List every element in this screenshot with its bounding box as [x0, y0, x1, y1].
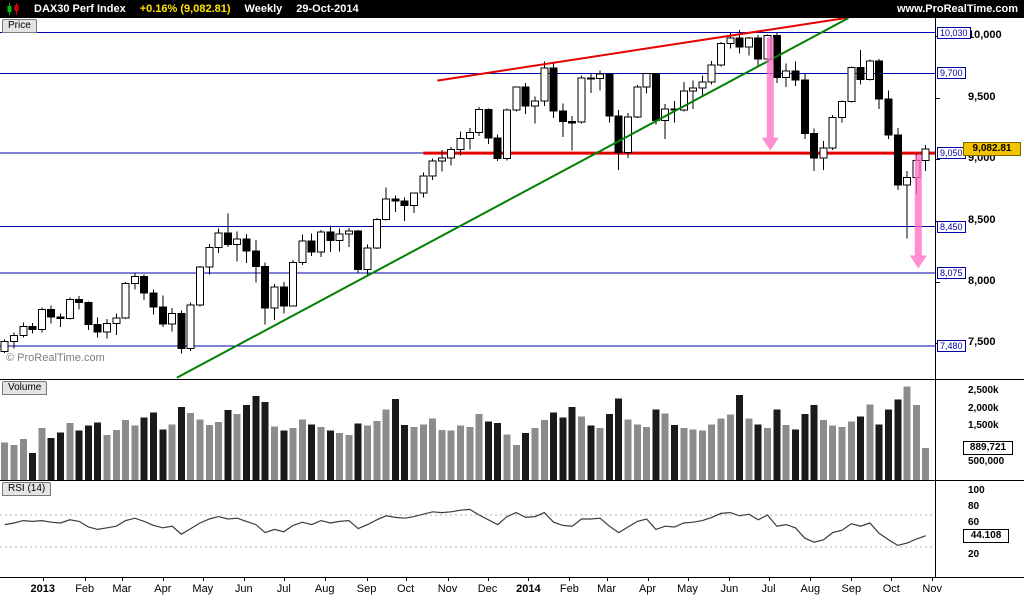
rsi-chart-canvas [0, 508, 935, 548]
time-axis-label: Sep [841, 583, 862, 595]
time-tick [202, 577, 204, 581]
time-axis-label: Sep [356, 583, 377, 595]
chart-icon [6, 3, 20, 15]
price-level-label: 9,050 [937, 147, 966, 160]
time-tick [162, 577, 164, 581]
price-level-label: 10,030 [937, 26, 971, 39]
time-tick [851, 577, 853, 581]
time-tick [405, 577, 407, 581]
time-axis-line [0, 577, 1024, 578]
current-volume-label: 889,721 [963, 441, 1013, 456]
time-axis-label: Mar [112, 583, 132, 595]
time-tick [729, 577, 731, 581]
time-tick [932, 577, 934, 581]
volume-panel-tab[interactable]: Volume [2, 381, 48, 395]
time-tick [121, 577, 123, 581]
volume-tick-label: 1,500k [968, 420, 999, 432]
current-rsi-label: 44.108 [963, 528, 1009, 543]
time-tick [324, 577, 326, 581]
price-level-label: 8,075 [937, 266, 966, 279]
time-axis-label: Nov [437, 583, 458, 595]
time-axis-label: Jun [234, 583, 253, 595]
current-price-label: 9,082.81 [963, 142, 1021, 157]
price-tick-label: 7,500 [968, 336, 996, 349]
rsi-chart[interactable] [0, 481, 936, 577]
time-tick [606, 577, 608, 581]
price-tick-label: 10,000 [968, 29, 1002, 42]
time-tick [42, 577, 44, 581]
time-tick [487, 577, 489, 581]
time-axis-label: 2013 [30, 583, 56, 595]
time-axis-label: Apr [154, 583, 172, 595]
rsi-tick-label: 60 [968, 517, 980, 528]
time-axis-label: Jun [720, 583, 739, 595]
time-tick [366, 577, 368, 581]
volume-tick-label: 2,500k [968, 384, 999, 396]
volume-chart[interactable] [0, 380, 936, 480]
time-axis-label: Aug [314, 583, 335, 595]
time-axis-label: Mar [597, 583, 617, 595]
time-axis-label: Nov [922, 583, 942, 595]
time-axis-label: Oct [882, 583, 900, 595]
instrument-name: DAX30 Perf Index [34, 3, 126, 15]
price-tick-notch [936, 159, 940, 161]
rsi-tick-label: 80 [968, 501, 980, 512]
price-tick-label: 8,500 [968, 213, 996, 226]
volume-chart-canvas [1, 386, 930, 480]
time-tick [768, 577, 770, 581]
time-tick [243, 577, 245, 581]
time-axis-label: Aug [800, 583, 821, 595]
price-tick-label: 8,000 [968, 274, 996, 287]
rsi-tick-label: 20 [968, 549, 980, 560]
plot-axis-divider [935, 18, 936, 577]
price-tick-label: 9,500 [968, 90, 996, 103]
time-tick [283, 577, 285, 581]
price-chart-canvas [0, 18, 935, 379]
time-axis-label: Feb [75, 583, 95, 595]
price-tick-notch [936, 281, 940, 283]
time-axis[interactable]: 2013 Feb Mar Apr May Jun Jul Aug Sep Oct Nov Dec 201… [0, 577, 1024, 600]
price-chart[interactable] [0, 18, 936, 379]
timeframe-label: Weekly [244, 3, 283, 15]
price-level-label: 8,450 [937, 220, 966, 233]
price-volume-divider [0, 379, 1024, 380]
rsi-tick-label: 100 [968, 485, 985, 496]
price-level-label: 9,700 [937, 67, 966, 80]
price-level-label: 7,480 [937, 339, 966, 352]
time-tick [528, 577, 530, 581]
time-tick [687, 577, 689, 581]
price-panel-tab[interactable]: Price [2, 19, 37, 33]
time-tick [447, 577, 449, 581]
time-tick [647, 577, 649, 581]
time-axis-label: Jul [761, 583, 776, 595]
time-tick [84, 577, 86, 581]
price-tick-notch [936, 97, 940, 99]
rsi-panel-tab[interactable]: RSI (14) [2, 482, 52, 496]
prorealtime-link[interactable]: www.ProRealTime.com [896, 3, 1018, 15]
price-axis[interactable]: 10,000 9,500 9,000 8,500 8,000 7,500 10,030 9,7… [936, 18, 1024, 380]
time-axis-label: May [192, 583, 214, 595]
copyright-watermark: © ProRealTime.com [6, 352, 105, 364]
volume-tick-label: 2,000k [968, 402, 999, 414]
time-axis-label: Oct [397, 583, 415, 595]
volume-axis[interactable]: 2,500k 2,000k 1,500k 500,000 889,721 [936, 380, 1024, 480]
volume-tick-label: 500,000 [968, 456, 1005, 468]
time-axis-label: Apr [638, 583, 657, 595]
time-tick [810, 577, 812, 581]
change-and-last-price: +0.16% (9,082.81) [139, 3, 231, 15]
time-axis-label: Jul [276, 583, 291, 595]
title-bar: DAX30 Perf Index +0.16% (9,082.81) Weekl… [0, 0, 1024, 18]
last-bar-date: 29-Oct-2014 [296, 3, 359, 15]
rsi-axis[interactable]: 100 80 60 20 44.108 [936, 481, 1024, 577]
volume-rsi-divider [0, 480, 1024, 481]
time-tick [569, 577, 571, 581]
time-axis-label: Dec [477, 583, 498, 595]
time-axis-label: May [677, 583, 698, 595]
time-axis-label: 2014 [516, 583, 541, 595]
time-axis-label: Feb [559, 583, 579, 595]
time-tick [891, 577, 893, 581]
